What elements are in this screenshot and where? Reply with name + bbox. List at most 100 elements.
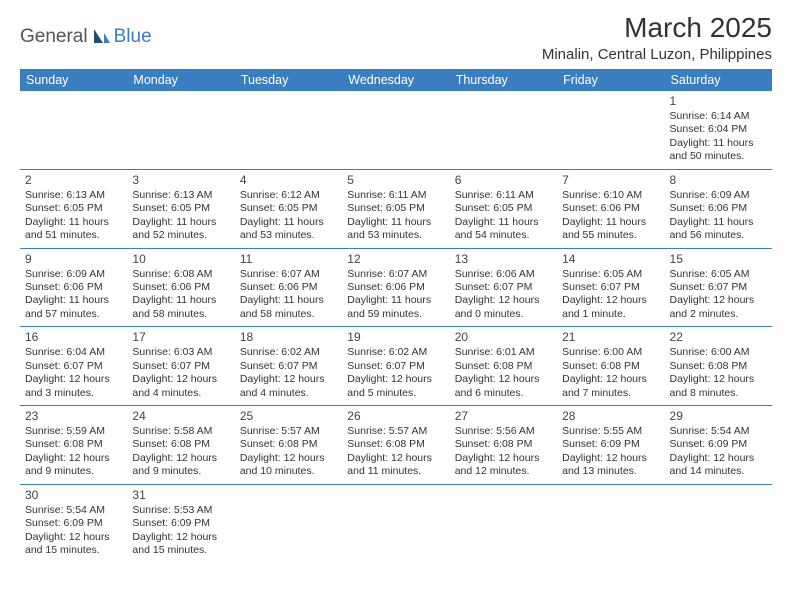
day-number: 5	[347, 173, 444, 187]
day-info: Sunrise: 6:01 AMSunset: 6:08 PMDaylight:…	[455, 346, 552, 400]
calendar-day-cell: 25Sunrise: 5:57 AMSunset: 6:08 PMDayligh…	[235, 406, 342, 485]
daylight-text: Daylight: 12 hours and 2 minutes.	[670, 294, 767, 321]
day-number: 29	[670, 409, 767, 423]
sunset-text: Sunset: 6:05 PM	[132, 202, 229, 215]
calendar-day-cell: 22Sunrise: 6:00 AMSunset: 6:08 PMDayligh…	[665, 327, 772, 406]
calendar-day-cell: 12Sunrise: 6:07 AMSunset: 6:06 PMDayligh…	[342, 248, 449, 327]
calendar-week-row: 23Sunrise: 5:59 AMSunset: 6:08 PMDayligh…	[20, 406, 772, 485]
daylight-text: Daylight: 11 hours and 56 minutes.	[670, 216, 767, 243]
sunrise-text: Sunrise: 6:03 AM	[132, 346, 229, 359]
sunset-text: Sunset: 6:08 PM	[455, 360, 552, 373]
sunset-text: Sunset: 6:08 PM	[455, 438, 552, 451]
calendar-day-cell: 27Sunrise: 5:56 AMSunset: 6:08 PMDayligh…	[450, 406, 557, 485]
weekday-header: Monday	[127, 69, 234, 91]
calendar-day-cell: 18Sunrise: 6:02 AMSunset: 6:07 PMDayligh…	[235, 327, 342, 406]
daylight-text: Daylight: 12 hours and 8 minutes.	[670, 373, 767, 400]
day-info: Sunrise: 6:09 AMSunset: 6:06 PMDaylight:…	[670, 189, 767, 243]
calendar-day-cell: 13Sunrise: 6:06 AMSunset: 6:07 PMDayligh…	[450, 248, 557, 327]
calendar-day-cell: 5Sunrise: 6:11 AMSunset: 6:05 PMDaylight…	[342, 169, 449, 248]
sunset-text: Sunset: 6:09 PM	[25, 517, 122, 530]
sunset-text: Sunset: 6:08 PM	[240, 438, 337, 451]
day-number: 4	[240, 173, 337, 187]
daylight-text: Daylight: 12 hours and 6 minutes.	[455, 373, 552, 400]
day-info: Sunrise: 5:59 AMSunset: 6:08 PMDaylight:…	[25, 425, 122, 479]
calendar-day-cell: 24Sunrise: 5:58 AMSunset: 6:08 PMDayligh…	[127, 406, 234, 485]
calendar-day-cell: 17 Sunrise: 6:03 AMSunset: 6:07 PMDayligh…	[127, 327, 234, 406]
daylight-text: Daylight: 11 hours and 58 minutes.	[240, 294, 337, 321]
calendar-day-cell: 14Sunrise: 6:05 AMSunset: 6:07 PMDayligh…	[557, 248, 664, 327]
weekday-header: Thursday	[450, 69, 557, 91]
day-info: Sunrise: 5:58 AMSunset: 6:08 PMDaylight:…	[132, 425, 229, 479]
sunrise-text: Sunrise: 5:59 AM	[25, 425, 122, 438]
sunrise-text: Sunrise: 6:06 AM	[455, 268, 552, 281]
day-info: Sunrise: 5:54 AMSunset: 6:09 PMDaylight:…	[670, 425, 767, 479]
calendar-day-cell: 23Sunrise: 5:59 AMSunset: 6:08 PMDayligh…	[20, 406, 127, 485]
sunset-text: Sunset: 6:08 PM	[670, 360, 767, 373]
daylight-text: Daylight: 12 hours and 12 minutes.	[455, 452, 552, 479]
sunrise-text: Sunrise: 6:04 AM	[25, 346, 122, 359]
sunrise-text: Sunrise: 6:14 AM	[670, 110, 767, 123]
day-number: 16	[25, 330, 122, 344]
day-number: 28	[562, 409, 659, 423]
calendar-day-cell: 28Sunrise: 5:55 AMSunset: 6:09 PMDayligh…	[557, 406, 664, 485]
sunrise-text: Sunrise: 6:08 AM	[132, 268, 229, 281]
calendar-empty-cell	[557, 484, 664, 562]
logo-sail-icon	[92, 27, 112, 48]
sunset-text: Sunset: 6:05 PM	[25, 202, 122, 215]
calendar-day-cell: 26Sunrise: 5:57 AMSunset: 6:08 PMDayligh…	[342, 406, 449, 485]
daylight-text: Daylight: 11 hours and 59 minutes.	[347, 294, 444, 321]
calendar-empty-cell	[342, 484, 449, 562]
daylight-text: Daylight: 11 hours and 54 minutes.	[455, 216, 552, 243]
day-number: 25	[240, 409, 337, 423]
calendar-day-cell: 3Sunrise: 6:13 AMSunset: 6:05 PMDaylight…	[127, 169, 234, 248]
sunrise-text: Sunrise: 6:07 AM	[347, 268, 444, 281]
daylight-text: Daylight: 12 hours and 14 minutes.	[670, 452, 767, 479]
sunrise-text: Sunrise: 6:02 AM	[240, 346, 337, 359]
sunset-text: Sunset: 6:07 PM	[132, 360, 229, 373]
daylight-text: Daylight: 11 hours and 50 minutes.	[670, 137, 767, 164]
sunrise-text: Sunrise: 6:10 AM	[562, 189, 659, 202]
day-number: 14	[562, 252, 659, 266]
sunrise-text: Sunrise: 6:07 AM	[240, 268, 337, 281]
day-info: Sunrise: 6:07 AMSunset: 6:06 PMDaylight:…	[347, 268, 444, 322]
daylight-text: Daylight: 12 hours and 5 minutes.	[347, 373, 444, 400]
day-info: Sunrise: 5:53 AMSunset: 6:09 PMDaylight:…	[132, 504, 229, 558]
calendar-day-cell: 21Sunrise: 6:00 AMSunset: 6:08 PMDayligh…	[557, 327, 664, 406]
sunrise-text: Sunrise: 6:13 AM	[132, 189, 229, 202]
day-info: Sunrise: 6:13 AMSunset: 6:05 PMDaylight:…	[25, 189, 122, 243]
day-number: 7	[562, 173, 659, 187]
sunset-text: Sunset: 6:07 PM	[240, 360, 337, 373]
daylight-text: Daylight: 12 hours and 7 minutes.	[562, 373, 659, 400]
day-number: 27	[455, 409, 552, 423]
day-number: 22	[670, 330, 767, 344]
day-number: 9	[25, 252, 122, 266]
day-number: 6	[455, 173, 552, 187]
sunrise-text: Sunrise: 6:12 AM	[240, 189, 337, 202]
day-number: 19	[347, 330, 444, 344]
daylight-text: Daylight: 12 hours and 15 minutes.	[25, 531, 122, 558]
day-info: Sunrise: 6:10 AMSunset: 6:06 PMDaylight:…	[562, 189, 659, 243]
sunrise-text: Sunrise: 6:01 AM	[455, 346, 552, 359]
day-info: Sunrise: 6:05 AMSunset: 6:07 PMDaylight:…	[670, 268, 767, 322]
logo: General Blue	[20, 12, 152, 48]
calendar-day-cell: 19Sunrise: 6:02 AMSunset: 6:07 PMDayligh…	[342, 327, 449, 406]
sunset-text: Sunset: 6:08 PM	[562, 360, 659, 373]
calendar-empty-cell	[20, 91, 127, 169]
day-info: Sunrise: 6:13 AMSunset: 6:05 PMDaylight:…	[132, 189, 229, 243]
day-number: 17	[132, 330, 229, 344]
logo-text-general: General	[20, 26, 88, 48]
day-info: Sunrise: 6:03 AMSunset: 6:07 PMDaylight:…	[132, 346, 229, 400]
calendar-day-cell: 7 Sunrise: 6:10 AMSunset: 6:06 PMDaylight…	[557, 169, 664, 248]
sunrise-text: Sunrise: 5:58 AM	[132, 425, 229, 438]
sunrise-text: Sunrise: 5:57 AM	[240, 425, 337, 438]
day-info: Sunrise: 6:06 AMSunset: 6:07 PMDaylight:…	[455, 268, 552, 322]
calendar-day-cell: 15Sunrise: 6:05 AMSunset: 6:07 PMDayligh…	[665, 248, 772, 327]
sunrise-text: Sunrise: 5:55 AM	[562, 425, 659, 438]
sunrise-text: Sunrise: 6:11 AM	[347, 189, 444, 202]
sunrise-text: Sunrise: 6:11 AM	[455, 189, 552, 202]
day-info: Sunrise: 6:00 AMSunset: 6:08 PMDaylight:…	[562, 346, 659, 400]
calendar-day-cell: 30Sunrise: 5:54 AMSunset: 6:09 PMDayligh…	[20, 484, 127, 562]
day-info: Sunrise: 6:02 AMSunset: 6:07 PMDaylight:…	[240, 346, 337, 400]
calendar-day-cell: 2Sunrise: 6:13 AMSunset: 6:05 PMDaylight…	[20, 169, 127, 248]
daylight-text: Daylight: 11 hours and 52 minutes.	[132, 216, 229, 243]
